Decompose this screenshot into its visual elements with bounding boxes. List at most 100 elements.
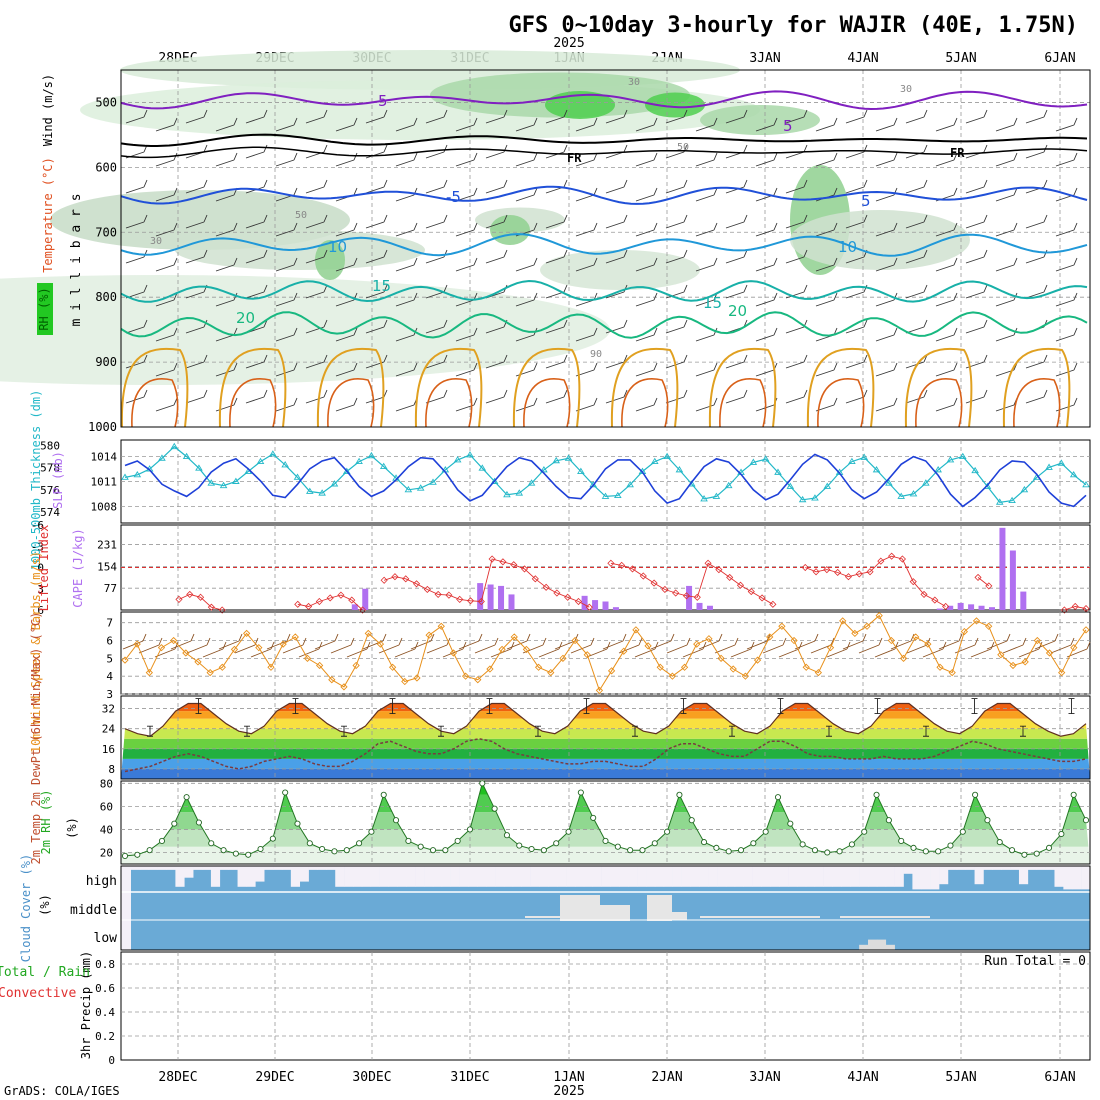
cloud-high-gap [903,866,913,874]
wind-barb [995,152,1018,167]
wind-barb [905,389,928,404]
y-label-cloud: Cloud Cover (%) [19,854,33,962]
cloud-high-gap [148,866,158,870]
slp-point [909,490,918,497]
minmax-bar [729,725,735,737]
wind-point [680,663,689,671]
temp-contour-30 [425,378,473,428]
minmax-bar [341,725,347,737]
wind-barb [635,222,658,237]
wind10m-barb [570,637,595,654]
temp-contour-25 [806,347,875,428]
rh-point [1058,830,1065,838]
temp-band [121,703,1090,712]
wind-barb [155,397,178,412]
slp-point [959,452,967,460]
cloud-high-gap [264,866,274,870]
date-label-bottom: 2JAN [651,1070,682,1085]
wind-barb [395,257,418,272]
wind-point [182,649,190,657]
temp-panel-frame [120,695,1091,780]
wind10m-barb [218,633,243,650]
slp-point [712,492,721,499]
slp-point [811,494,819,501]
rh-contour-label: 30 [628,77,640,88]
wind-barb [245,249,268,264]
cloud-high-gap [850,866,860,887]
cloud-high-gap [530,866,540,887]
rh-point [848,841,855,848]
slp-point [724,481,733,489]
wind-barb [335,257,358,272]
wind10m-barb [714,637,739,654]
slp-point [1082,480,1090,488]
wind-barb [635,152,658,167]
slp-point [355,457,363,465]
wind10m-barb [394,641,419,658]
rh-shade [645,92,705,118]
slp-point [1069,470,1078,478]
slp-point [503,490,511,498]
wind-barb [395,152,418,167]
cloud-high-gap [166,866,176,870]
rh-point [257,845,264,853]
wind10m-barb [842,633,867,650]
wind10m-barb [122,633,147,650]
cloud-high-gap [1054,866,1064,887]
cloud-high-gap [237,866,247,887]
freezing-label: FR [567,151,582,165]
wind-barb [335,222,358,237]
li-tick: 3 [37,583,44,596]
wind-barb [125,319,148,334]
wind-barb [725,249,748,264]
wind-barb [875,222,898,237]
precip-tick: 0.2 [95,1030,115,1043]
precip-tick: 0.8 [95,958,115,971]
cloud-high-gap [779,866,789,887]
wind-barb [365,389,388,404]
slp-point [540,466,548,473]
li-point [218,606,226,614]
wind-barb [545,319,568,334]
rh-point [885,817,892,824]
cloud-middle-gap [700,916,820,918]
minmax-bar [583,698,590,715]
wind-barb [755,117,778,132]
minmax-bar [486,698,493,715]
rh-point [331,848,338,855]
cloud-middle-gap [525,916,560,918]
wind-barb [155,257,178,272]
wind-barb [425,109,448,124]
wind-barb [575,187,598,202]
wind-point [899,654,908,662]
cape-bar [968,604,975,610]
wind-point [510,633,518,641]
upper-air-panel: 500 600 700 800 900 1000 5 5 -5 5 10 10 15 15 20 20 FR FR… [0,50,1091,434]
slp-point [170,442,179,450]
rh-point [195,819,202,826]
cloud-high-gap [566,866,576,887]
wind-point [486,665,494,673]
wind10m-barb [458,633,483,650]
cloud-high-gap [992,866,1002,870]
cloud-high-gap [894,866,904,887]
wind-barb [665,214,688,229]
p-tick-label: 1000 [88,420,117,434]
cape-bar [936,608,943,610]
wind-barb [1055,152,1078,167]
date-label-bottom: 4JAN [847,1070,878,1085]
li-line [178,555,1087,611]
slp-point [342,467,351,474]
li-point [823,566,831,574]
freezing-line-2 [120,146,1088,159]
cloud-middle-gap [672,912,687,920]
cloud-high-gap [486,866,496,887]
wind-barb [365,109,388,124]
wind10m-barb [682,641,707,658]
wind10m-barb [202,641,227,658]
wind-point [1058,668,1066,677]
cloud-high-gap [184,866,194,878]
dewpoint-line [124,738,1087,773]
wind10m-barb [170,633,195,650]
rh-point [528,845,535,853]
